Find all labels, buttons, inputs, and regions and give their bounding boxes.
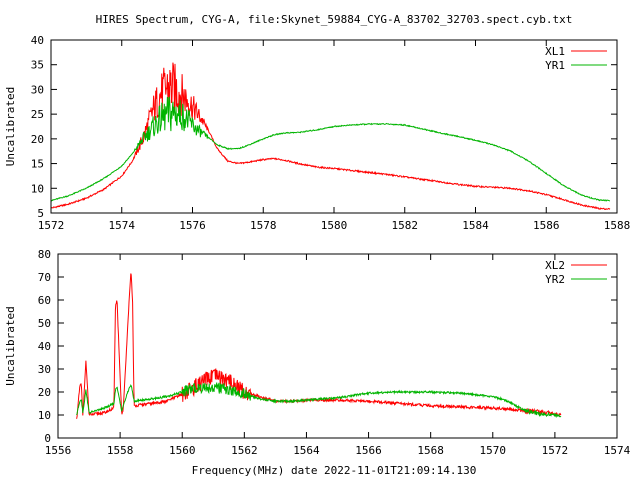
x-tick-label: 1584 bbox=[462, 219, 489, 232]
figure-title: HIRES Spectrum, CYG-A, file:Skynet_59884… bbox=[96, 13, 573, 26]
series-line-xl1 bbox=[50, 62, 611, 210]
x-tick-label: 1560 bbox=[169, 444, 196, 457]
y-tick-label: 5 bbox=[37, 207, 44, 220]
x-tick-label: 1572 bbox=[542, 444, 569, 457]
y-tick-label: 10 bbox=[31, 182, 44, 195]
legend-label-yr2: YR2 bbox=[545, 273, 565, 286]
y-tick-label: 15 bbox=[31, 158, 44, 171]
x-tick-label: 1568 bbox=[417, 444, 444, 457]
y-tick-label: 20 bbox=[31, 133, 44, 146]
series-line-xl2 bbox=[76, 273, 562, 419]
y-tick-label: 60 bbox=[38, 294, 51, 307]
y-tick-label: 80 bbox=[38, 248, 51, 261]
x-tick-label: 1574 bbox=[604, 444, 631, 457]
y-tick-label: 25 bbox=[31, 108, 44, 121]
x-tick-label: 1566 bbox=[355, 444, 382, 457]
x-tick-label: 1582 bbox=[392, 219, 419, 232]
x-tick-label: 1572 bbox=[38, 219, 65, 232]
x-tick-label: 1586 bbox=[533, 219, 560, 232]
y-tick-label: 40 bbox=[31, 34, 44, 47]
x-tick-label: 1578 bbox=[250, 219, 277, 232]
y-tick-label: 0 bbox=[44, 432, 51, 445]
series-line-yr1 bbox=[50, 96, 611, 202]
x-tick-label: 1562 bbox=[231, 444, 258, 457]
top-panel-xl1-yr1: 1572 1574 1576 1578 1580 1582 1584 1586 1588 5 10 1… bbox=[4, 34, 630, 232]
y-tick-label: 10 bbox=[38, 409, 51, 422]
y-tick-label: 40 bbox=[38, 340, 51, 353]
y-axis-label: Uncalibrated bbox=[4, 87, 17, 166]
y-axis-label: Uncalibrated bbox=[4, 306, 17, 385]
y-tick-label: 35 bbox=[31, 59, 44, 72]
series-line-yr2 bbox=[76, 382, 562, 419]
x-axis-footer-label: Frequency(MHz) date 2022-11-01T21:09:14.… bbox=[192, 464, 477, 477]
legend-label-yr1: YR1 bbox=[545, 59, 565, 72]
legend-label-xl1: XL1 bbox=[545, 45, 565, 58]
x-tick-label: 1556 bbox=[45, 444, 72, 457]
x-tick-label: 1570 bbox=[480, 444, 507, 457]
x-tick-label: 1558 bbox=[107, 444, 134, 457]
x-tick-label: 1588 bbox=[604, 219, 631, 232]
y-tick-label: 30 bbox=[38, 363, 51, 376]
y-tick-label: 20 bbox=[38, 386, 51, 399]
x-tick-label: 1580 bbox=[321, 219, 348, 232]
x-tick-label: 1574 bbox=[109, 219, 136, 232]
y-tick-label: 30 bbox=[31, 83, 44, 96]
x-tick-label: 1576 bbox=[179, 219, 206, 232]
y-tick-label: 70 bbox=[38, 271, 51, 284]
x-tick-label: 1564 bbox=[293, 444, 320, 457]
y-tick-label: 50 bbox=[38, 317, 51, 330]
legend-label-xl2: XL2 bbox=[545, 259, 565, 272]
bottom-panel-xl2-yr2: 1556 1558 1560 1562 1564 1566 1568 1570 1572 1574… bbox=[4, 248, 631, 457]
